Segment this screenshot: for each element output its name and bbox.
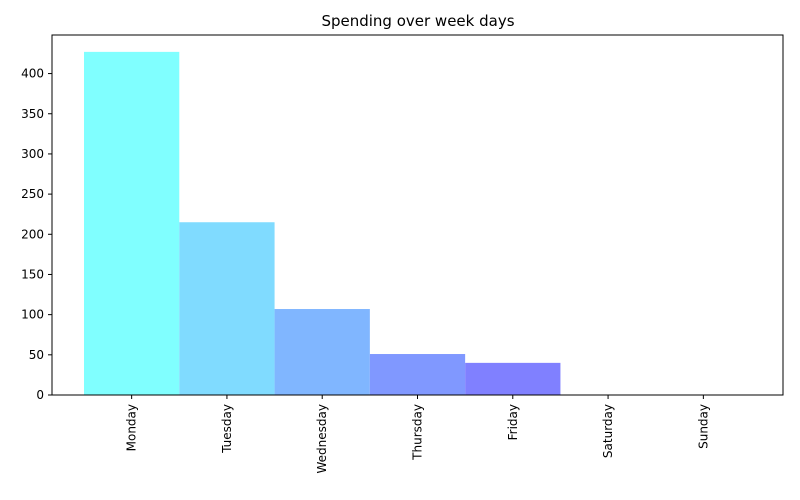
y-axis: 0 50 100 150 200 250 300 350 400 xyxy=(21,67,52,402)
bar-friday xyxy=(465,362,561,395)
y-tick-label-250: 250 xyxy=(21,187,44,201)
plot-frame xyxy=(51,34,784,396)
x-tick-label-tuesday: Tuesday xyxy=(220,404,234,454)
x-tick-label-saturday: Saturday xyxy=(601,404,615,458)
bars-group xyxy=(84,51,561,395)
x-axis: Monday Tuesday Wednesday Thursday Friday Satu… xyxy=(125,395,710,473)
chart-title: Spending over week days xyxy=(321,12,514,30)
x-tick-label-sunday: Sunday xyxy=(696,404,710,449)
y-tick-label-150: 150 xyxy=(21,267,44,281)
y-tick-label-400: 400 xyxy=(21,67,44,81)
y-tick-label-200: 200 xyxy=(21,227,44,241)
y-tick-label-50: 50 xyxy=(29,348,44,362)
y-tick-label-0: 0 xyxy=(36,388,44,402)
bar-tuesday xyxy=(179,222,275,395)
bar-thursday xyxy=(369,354,466,395)
y-tick-label-100: 100 xyxy=(21,308,44,322)
bar-wednesday xyxy=(274,309,370,395)
bar-monday xyxy=(84,51,180,395)
x-tick-label-monday: Monday xyxy=(125,404,139,451)
x-tick-label-wednesday: Wednesday xyxy=(315,404,329,473)
x-tick-label-friday: Friday xyxy=(506,404,520,440)
y-tick-label-350: 350 xyxy=(21,107,44,121)
x-tick-label-thursday: Thursday xyxy=(411,404,425,461)
y-tick-label-300: 300 xyxy=(21,147,44,161)
